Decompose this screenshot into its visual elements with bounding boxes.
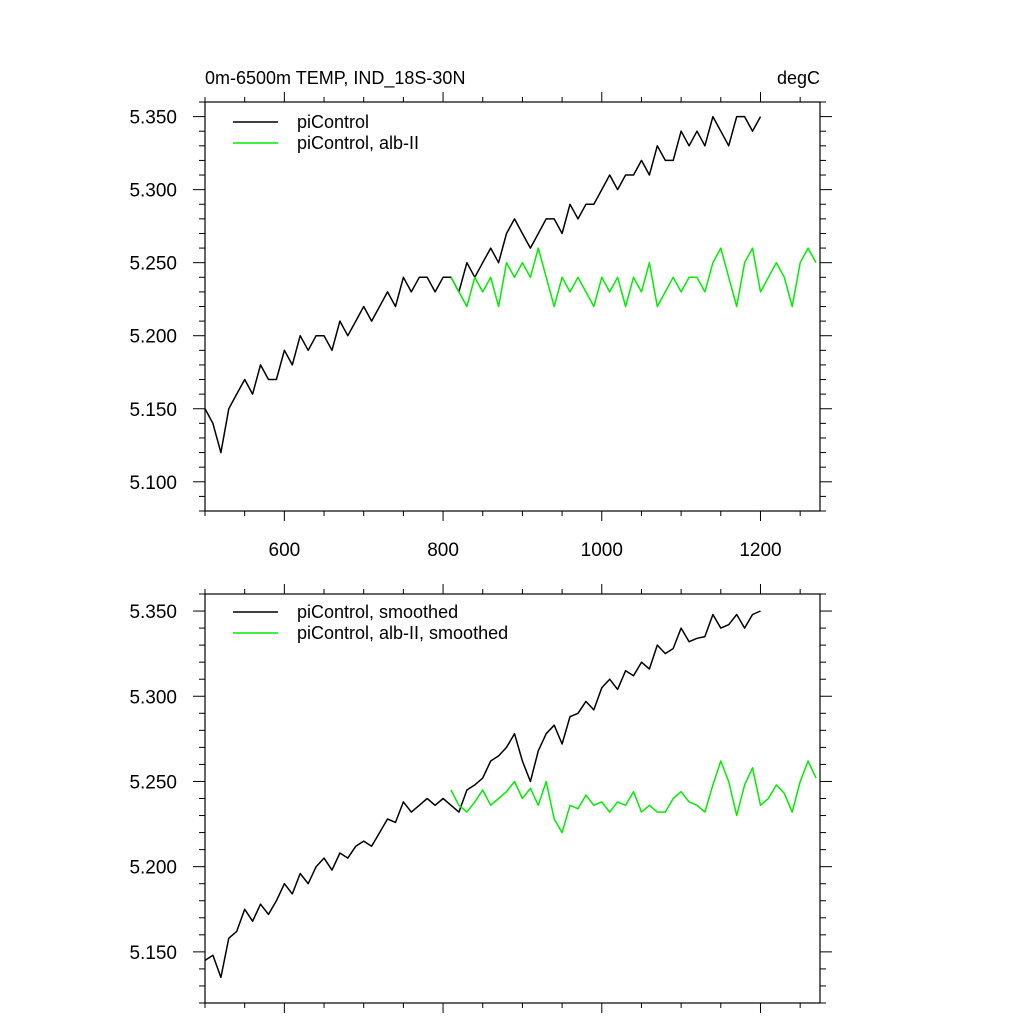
- legend-label: piControl, smoothed: [297, 602, 458, 622]
- y-tick-label: 5.250: [129, 254, 177, 275]
- y-tick-label: 5.350: [129, 602, 177, 623]
- y-tick-label: 5.100: [129, 473, 177, 494]
- y-tick-label: 5.300: [129, 181, 177, 202]
- plot-frame: [204, 593, 821, 1004]
- y-tick-label: 5.250: [129, 772, 177, 793]
- y-tick-label: 5.150: [129, 400, 177, 421]
- plot-frame: [204, 101, 821, 512]
- series-line-1: [450, 760, 817, 834]
- series-line-1: [450, 247, 817, 308]
- bottom-panel: 5.150 5.200 5.250 5.300 5.350 piControl, smoo…: [129, 584, 832, 1013]
- x-tick-label: 1000: [581, 540, 623, 561]
- legend-label: piControl, alb-II, smoothed: [297, 623, 508, 643]
- y-tick-label: 5.150: [129, 943, 177, 964]
- x-tick-label: 1200: [739, 540, 781, 561]
- series-line-0: [204, 610, 761, 979]
- x-tick-label: 800: [427, 540, 459, 561]
- y-tick-label: 5.200: [129, 858, 177, 879]
- panel-title: 0m-6500m TEMP, IND_18S-30N: [205, 68, 465, 89]
- legend-label: piControl, alb-II: [297, 133, 419, 153]
- x-tick-label: 600: [269, 540, 301, 561]
- series-line-0: [204, 115, 762, 454]
- top-panel: 0m-6500m TEMP, IND_18S-30N degC 600 800 10…: [129, 68, 832, 561]
- units-label: degC: [777, 68, 820, 88]
- y-tick-label: 5.300: [129, 687, 177, 708]
- y-tick-label: 5.350: [129, 108, 177, 129]
- legend-label: piControl: [297, 112, 369, 132]
- y-tick-label: 5.200: [129, 327, 177, 348]
